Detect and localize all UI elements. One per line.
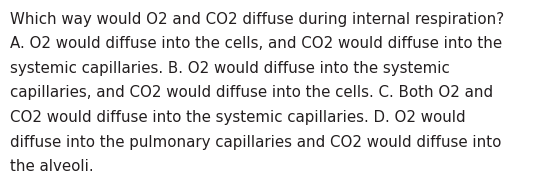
- Text: Which way would O2 and CO2 diffuse during internal respiration?: Which way would O2 and CO2 diffuse durin…: [10, 12, 504, 27]
- Text: diffuse into the pulmonary capillaries and CO2 would diffuse into: diffuse into the pulmonary capillaries a…: [10, 134, 502, 149]
- Text: capillaries, and CO2 would diffuse into the cells. C. Both O2 and: capillaries, and CO2 would diffuse into …: [10, 86, 493, 101]
- Text: CO2 would diffuse into the systemic capillaries. D. O2 would: CO2 would diffuse into the systemic capi…: [10, 110, 465, 125]
- Text: the alveoli.: the alveoli.: [10, 159, 94, 174]
- Text: A. O2 would diffuse into the cells, and CO2 would diffuse into the: A. O2 would diffuse into the cells, and …: [10, 36, 502, 52]
- Text: systemic capillaries. B. O2 would diffuse into the systemic: systemic capillaries. B. O2 would diffus…: [10, 61, 450, 76]
